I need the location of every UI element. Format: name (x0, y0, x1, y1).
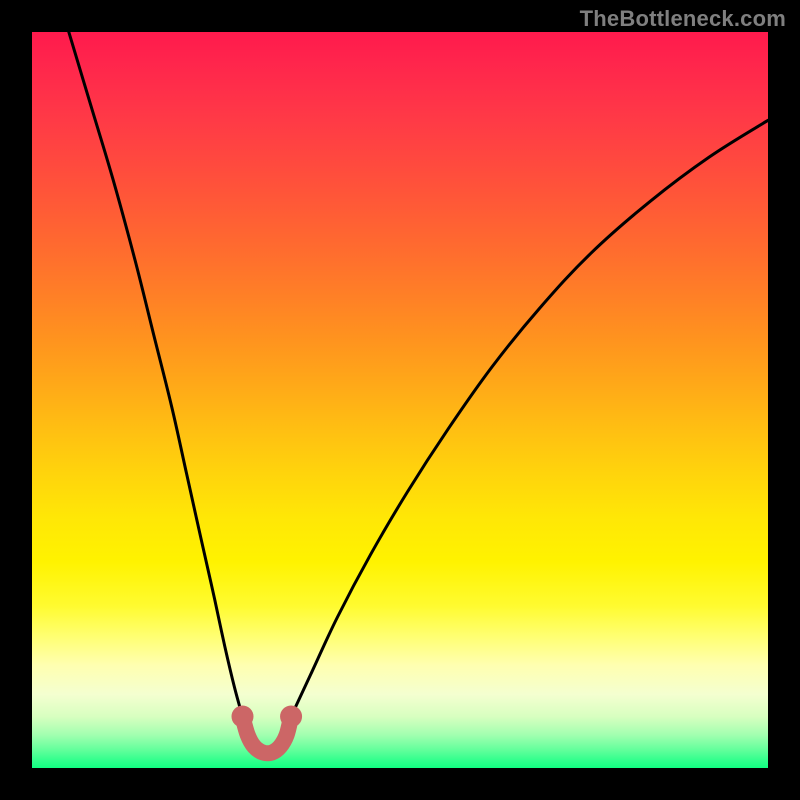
marker-endpoint-left (232, 705, 254, 727)
watermark-label: TheBottleneck.com (580, 6, 786, 32)
chart-frame: TheBottleneck.com (0, 0, 800, 800)
plot-area (32, 32, 768, 768)
curve-layer (32, 32, 768, 768)
bottleneck-curve-right (291, 120, 768, 716)
marker-endpoint-right (280, 705, 302, 727)
bottleneck-curve-left (69, 32, 243, 716)
